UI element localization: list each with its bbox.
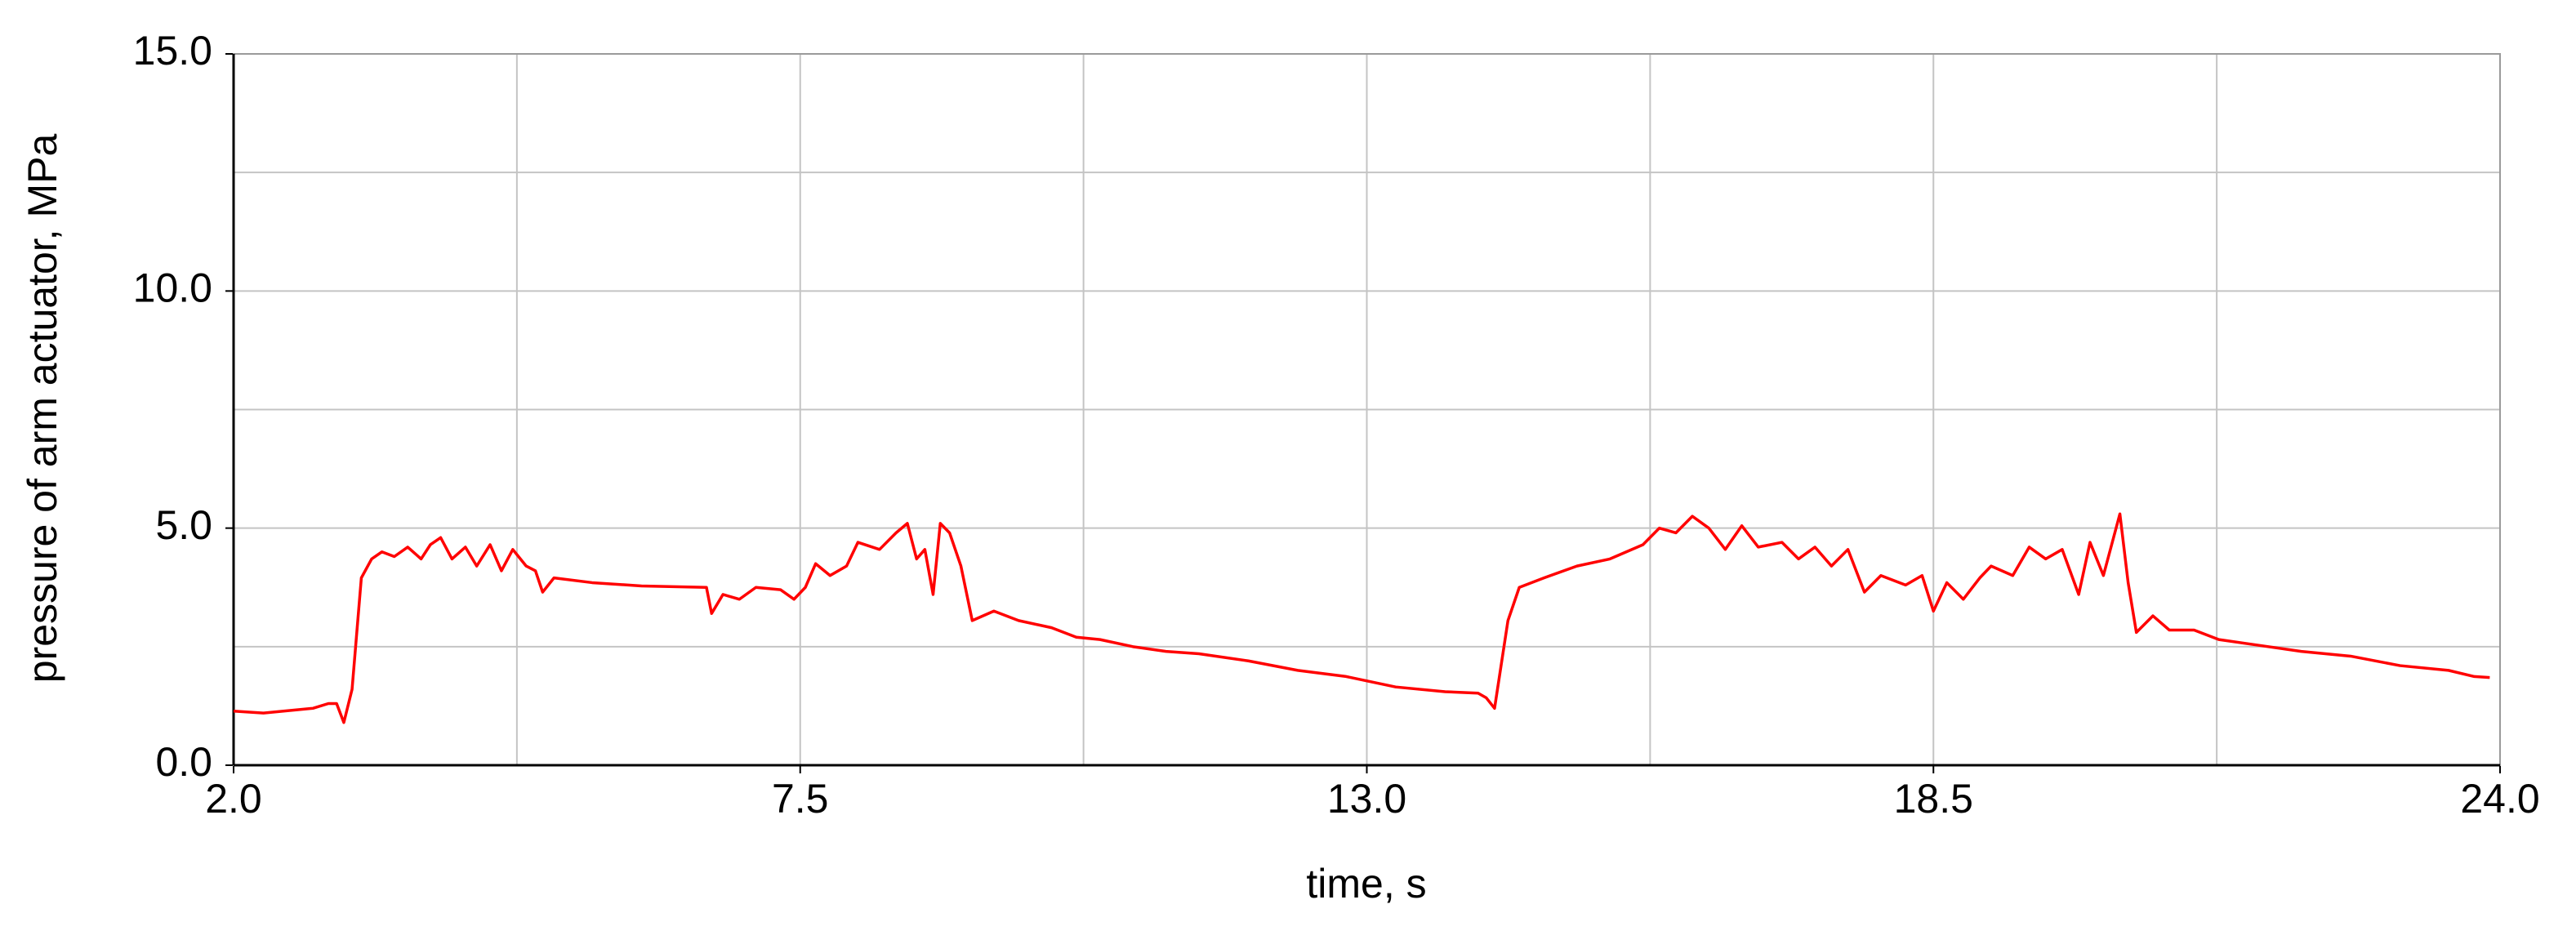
x-tick-label: 2.0 (205, 776, 262, 822)
x-tick-label: 13.0 (1327, 776, 1406, 822)
data-line (233, 512, 2490, 724)
y-tick-label: 10.0 (133, 265, 212, 311)
x-axis-label: time, s (1306, 861, 1426, 906)
x-tick-label: 24.0 (2460, 776, 2539, 822)
y-tick-label: 15.0 (133, 28, 212, 74)
x-tick-label: 7.5 (772, 776, 829, 822)
y-axis-label: pressure of arm actuator, MPa (20, 134, 65, 684)
y-tick-label: 5.0 (155, 502, 212, 548)
y-tick-label: 0.0 (155, 739, 212, 785)
x-tick-label: 18.5 (1894, 776, 1973, 822)
